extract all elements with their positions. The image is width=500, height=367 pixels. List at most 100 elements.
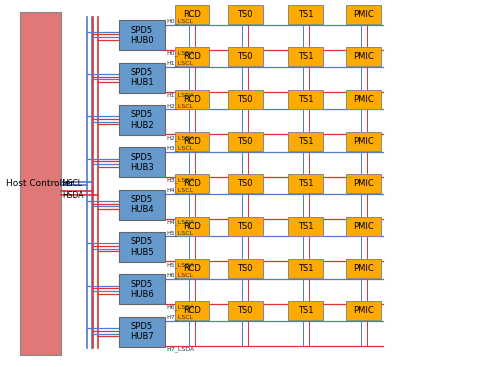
- FancyBboxPatch shape: [228, 174, 262, 193]
- Text: TS0: TS0: [238, 10, 253, 19]
- Text: TS0: TS0: [238, 52, 253, 61]
- FancyBboxPatch shape: [119, 317, 165, 346]
- FancyBboxPatch shape: [228, 301, 262, 320]
- Text: H4_LSDA: H4_LSDA: [166, 219, 194, 225]
- FancyBboxPatch shape: [346, 47, 381, 66]
- FancyBboxPatch shape: [346, 132, 381, 151]
- FancyBboxPatch shape: [288, 132, 323, 151]
- FancyBboxPatch shape: [288, 5, 323, 24]
- Text: TS1: TS1: [298, 10, 314, 19]
- Text: PMIC: PMIC: [354, 10, 374, 19]
- Text: TS1: TS1: [298, 179, 314, 188]
- Text: PMIC: PMIC: [354, 52, 374, 61]
- Text: RCD: RCD: [183, 222, 201, 231]
- Text: RCD: RCD: [183, 137, 201, 146]
- Text: TS0: TS0: [238, 306, 253, 315]
- FancyBboxPatch shape: [174, 132, 210, 151]
- Text: RCD: RCD: [183, 52, 201, 61]
- FancyBboxPatch shape: [346, 217, 381, 236]
- Text: H3_LSDA: H3_LSDA: [166, 177, 194, 183]
- FancyBboxPatch shape: [174, 174, 210, 193]
- Text: RCD: RCD: [183, 10, 201, 19]
- Text: H2_LSDA: H2_LSDA: [166, 135, 194, 141]
- Text: H6_LSDA: H6_LSDA: [166, 304, 194, 310]
- FancyBboxPatch shape: [228, 132, 262, 151]
- Text: SPD5
HUB2: SPD5 HUB2: [130, 110, 154, 130]
- FancyBboxPatch shape: [174, 47, 210, 66]
- FancyBboxPatch shape: [228, 47, 262, 66]
- FancyBboxPatch shape: [346, 90, 381, 109]
- Text: TS0: TS0: [238, 137, 253, 146]
- Text: H2_LSCL: H2_LSCL: [166, 103, 194, 109]
- Text: TS1: TS1: [298, 95, 314, 104]
- FancyBboxPatch shape: [288, 174, 323, 193]
- Text: SPD5
HUB7: SPD5 HUB7: [130, 322, 154, 341]
- FancyBboxPatch shape: [346, 259, 381, 278]
- Text: RCD: RCD: [183, 306, 201, 315]
- FancyBboxPatch shape: [174, 5, 210, 24]
- FancyBboxPatch shape: [119, 105, 165, 135]
- Text: PMIC: PMIC: [354, 306, 374, 315]
- Text: PMIC: PMIC: [354, 95, 374, 104]
- FancyBboxPatch shape: [119, 21, 165, 50]
- FancyBboxPatch shape: [228, 5, 262, 24]
- FancyBboxPatch shape: [119, 190, 165, 219]
- FancyBboxPatch shape: [119, 275, 165, 304]
- Text: RCD: RCD: [183, 179, 201, 188]
- Text: PMIC: PMIC: [354, 137, 374, 146]
- Text: TS1: TS1: [298, 52, 314, 61]
- Text: H0_LSCL: H0_LSCL: [166, 18, 194, 24]
- Text: SPD5
HUB6: SPD5 HUB6: [130, 280, 154, 299]
- Text: H1_LSCL: H1_LSCL: [166, 61, 194, 66]
- Text: TS1: TS1: [298, 306, 314, 315]
- FancyBboxPatch shape: [288, 301, 323, 320]
- Text: H1_LSDA: H1_LSDA: [166, 92, 194, 98]
- FancyBboxPatch shape: [228, 259, 262, 278]
- FancyBboxPatch shape: [346, 5, 381, 24]
- FancyBboxPatch shape: [228, 90, 262, 109]
- Text: SPD5
HUB0: SPD5 HUB0: [130, 26, 154, 45]
- Text: TS1: TS1: [298, 222, 314, 231]
- Text: SPD5
HUB1: SPD5 HUB1: [130, 68, 154, 87]
- Text: TS0: TS0: [238, 95, 253, 104]
- FancyBboxPatch shape: [288, 90, 323, 109]
- Text: TS1: TS1: [298, 264, 314, 273]
- Text: PMIC: PMIC: [354, 222, 374, 231]
- FancyBboxPatch shape: [288, 47, 323, 66]
- FancyBboxPatch shape: [174, 301, 210, 320]
- FancyBboxPatch shape: [346, 174, 381, 193]
- FancyBboxPatch shape: [346, 301, 381, 320]
- Text: H6_LSCL: H6_LSCL: [166, 272, 194, 278]
- Text: TS0: TS0: [238, 222, 253, 231]
- FancyBboxPatch shape: [20, 12, 61, 355]
- Text: H7_LSDA: H7_LSDA: [166, 346, 194, 352]
- Text: TS0: TS0: [238, 264, 253, 273]
- FancyBboxPatch shape: [174, 217, 210, 236]
- Text: PMIC: PMIC: [354, 179, 374, 188]
- Text: TS0: TS0: [238, 179, 253, 188]
- FancyBboxPatch shape: [174, 90, 210, 109]
- Text: Host Controller: Host Controller: [6, 179, 74, 188]
- FancyBboxPatch shape: [228, 217, 262, 236]
- Text: SPD5
HUB4: SPD5 HUB4: [130, 195, 154, 214]
- Text: PMIC: PMIC: [354, 264, 374, 273]
- FancyBboxPatch shape: [288, 217, 323, 236]
- FancyBboxPatch shape: [119, 232, 165, 262]
- Text: H5_LSCL: H5_LSCL: [166, 230, 194, 236]
- Text: HSCL: HSCL: [62, 179, 82, 188]
- FancyBboxPatch shape: [119, 148, 165, 177]
- Text: H3_LSCL: H3_LSCL: [166, 145, 194, 151]
- Text: RCD: RCD: [183, 95, 201, 104]
- Text: H7_LSCL: H7_LSCL: [166, 315, 194, 320]
- Text: RCD: RCD: [183, 264, 201, 273]
- Text: H5_LSDA: H5_LSDA: [166, 262, 194, 268]
- FancyBboxPatch shape: [119, 63, 165, 92]
- Text: H4_LSCL: H4_LSCL: [166, 188, 194, 193]
- FancyBboxPatch shape: [174, 259, 210, 278]
- Text: SPD5
HUB3: SPD5 HUB3: [130, 153, 154, 172]
- Text: TS1: TS1: [298, 137, 314, 146]
- Text: H0_LSDA: H0_LSDA: [166, 50, 194, 56]
- Text: HSDA: HSDA: [62, 191, 84, 200]
- Text: SPD5
HUB5: SPD5 HUB5: [130, 237, 154, 257]
- FancyBboxPatch shape: [288, 259, 323, 278]
